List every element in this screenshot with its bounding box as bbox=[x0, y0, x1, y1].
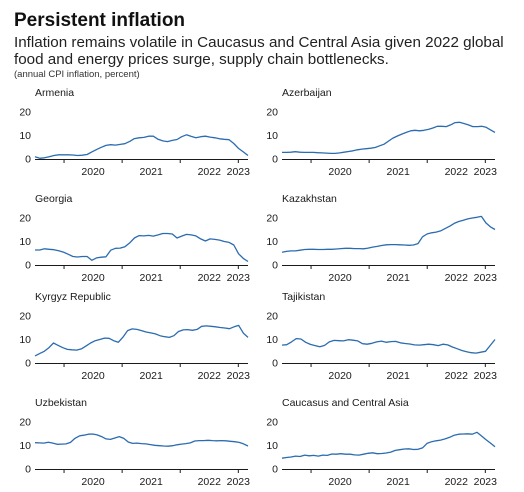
x-tick-label: 2020 bbox=[81, 476, 105, 488]
y-tick-label: 20 bbox=[19, 417, 31, 429]
series-line bbox=[34, 324, 249, 357]
series-line bbox=[281, 431, 496, 459]
y-tick-label: 0 bbox=[272, 154, 278, 166]
panel-title: Tajikistan bbox=[282, 291, 325, 303]
x-tick-label: 2021 bbox=[387, 476, 411, 488]
x-tick-label: 2023 bbox=[227, 476, 251, 488]
y-tick-label: 20 bbox=[266, 107, 278, 119]
y-tick-label: 10 bbox=[266, 440, 278, 452]
chart-subtitle: Inflation remains volatile in Caucasus a… bbox=[14, 34, 504, 68]
page-title: Persistent inflation bbox=[14, 10, 186, 31]
x-tick-label: 2023 bbox=[474, 370, 498, 382]
x-tick-label: 2023 bbox=[474, 476, 498, 488]
y-tick-label: 0 bbox=[25, 260, 31, 272]
x-tick-label: 2021 bbox=[140, 370, 164, 382]
y-tick-label: 0 bbox=[25, 464, 31, 476]
panel-title: Azerbaijan bbox=[282, 87, 332, 99]
x-tick-label: 2023 bbox=[474, 272, 498, 284]
series-line bbox=[282, 121, 496, 155]
x-tick-label: 2022 bbox=[198, 272, 222, 284]
y-tick-label: 0 bbox=[25, 358, 31, 370]
x-tick-label: 2020 bbox=[81, 370, 105, 382]
x-tick-label: 2023 bbox=[227, 272, 251, 284]
y-tick-label: 20 bbox=[19, 107, 31, 119]
x-tick-label: 2023 bbox=[227, 370, 251, 382]
x-tick-label: 2022 bbox=[198, 166, 222, 178]
x-tick-label: 2022 bbox=[445, 370, 469, 382]
y-tick-label: 0 bbox=[272, 464, 278, 476]
x-tick-label: 2020 bbox=[328, 166, 352, 178]
y-tick-label: 10 bbox=[19, 334, 31, 346]
x-tick-label: 2021 bbox=[387, 370, 411, 382]
x-tick-label: 2021 bbox=[140, 476, 164, 488]
y-tick-label: 20 bbox=[266, 417, 278, 429]
x-tick-label: 2022 bbox=[198, 476, 222, 488]
x-tick-label: 2020 bbox=[328, 370, 352, 382]
y-tick-label: 20 bbox=[19, 213, 31, 225]
y-tick-label: 20 bbox=[266, 213, 278, 225]
unit-note: (annual CPI inflation, percent) bbox=[14, 69, 140, 80]
y-tick-label: 0 bbox=[25, 154, 31, 166]
y-tick-label: 20 bbox=[266, 311, 278, 323]
y-tick-label: 0 bbox=[272, 358, 278, 370]
panel-title: Kazakhstan bbox=[282, 193, 337, 205]
x-tick-label: 2021 bbox=[140, 272, 164, 284]
y-tick-label: 10 bbox=[19, 130, 31, 142]
panel-title: Uzbekistan bbox=[35, 397, 87, 409]
x-tick-label: 2022 bbox=[445, 476, 469, 488]
series-line bbox=[281, 337, 496, 354]
panel-title: Kyrgyz Republic bbox=[35, 291, 111, 303]
x-tick-label: 2023 bbox=[227, 166, 251, 178]
x-tick-label: 2020 bbox=[81, 166, 105, 178]
y-tick-label: 10 bbox=[266, 334, 278, 346]
x-tick-label: 2020 bbox=[328, 272, 352, 284]
x-tick-label: 2021 bbox=[387, 272, 411, 284]
y-tick-label: 10 bbox=[19, 236, 31, 248]
panel-title: Georgia bbox=[35, 193, 73, 205]
series-line bbox=[281, 215, 496, 253]
x-tick-label: 2020 bbox=[81, 272, 105, 284]
x-tick-label: 2021 bbox=[387, 166, 411, 178]
x-tick-label: 2020 bbox=[328, 476, 352, 488]
x-tick-label: 2022 bbox=[445, 166, 469, 178]
series-line bbox=[35, 232, 249, 263]
x-tick-label: 2022 bbox=[445, 272, 469, 284]
x-tick-label: 2021 bbox=[140, 166, 164, 178]
series-line bbox=[34, 433, 249, 447]
x-tick-label: 2022 bbox=[198, 370, 222, 382]
x-tick-label: 2023 bbox=[474, 166, 498, 178]
y-tick-label: 10 bbox=[19, 440, 31, 452]
y-tick-label: 0 bbox=[272, 260, 278, 272]
y-tick-label: 20 bbox=[19, 311, 31, 323]
y-tick-label: 10 bbox=[266, 130, 278, 142]
series-line bbox=[34, 134, 249, 159]
panel-title: Armenia bbox=[35, 87, 74, 99]
y-tick-label: 10 bbox=[266, 236, 278, 248]
panel-title: Caucasus and Central Asia bbox=[282, 397, 409, 409]
